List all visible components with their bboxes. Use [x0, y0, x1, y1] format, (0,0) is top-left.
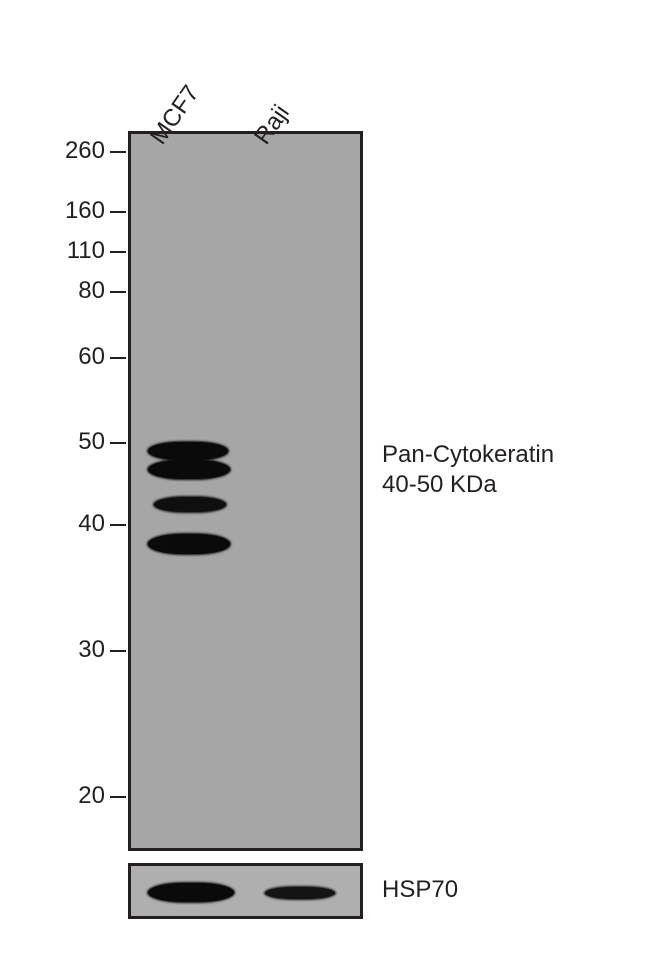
mw-label: 20 — [45, 782, 105, 810]
mw-tick — [110, 251, 126, 253]
mw-label: 160 — [45, 197, 105, 225]
band — [265, 887, 335, 899]
mw-label: 260 — [45, 137, 105, 165]
mw-label: 40 — [45, 510, 105, 538]
target-label: Pan-Cytokeratin 40-50 KDa — [382, 440, 554, 500]
band — [148, 442, 228, 460]
mw-tick — [110, 650, 126, 652]
loading-label-text: HSP70 — [382, 876, 458, 903]
mw-tick — [110, 357, 126, 359]
mw-tick — [110, 151, 126, 153]
main-blot — [128, 131, 363, 851]
mw-label: 60 — [45, 343, 105, 371]
band — [148, 883, 234, 902]
loading-label: HSP70 — [382, 876, 458, 904]
band — [148, 460, 230, 479]
target-label-line2: 40-50 KDa — [382, 470, 554, 500]
mw-tick — [110, 524, 126, 526]
mw-tick — [110, 796, 126, 798]
mw-label: 30 — [45, 636, 105, 664]
band — [154, 497, 226, 512]
mw-tick — [110, 442, 126, 444]
mw-label: 80 — [45, 277, 105, 305]
figure-canvas: 260160110806050403020 MCF7Raji Pan-Cytok… — [0, 0, 650, 972]
mw-tick — [110, 291, 126, 293]
band — [148, 534, 230, 554]
mw-tick — [110, 211, 126, 213]
mw-label: 110 — [45, 237, 105, 265]
target-label-line1: Pan-Cytokeratin — [382, 440, 554, 470]
mw-label: 50 — [45, 428, 105, 456]
